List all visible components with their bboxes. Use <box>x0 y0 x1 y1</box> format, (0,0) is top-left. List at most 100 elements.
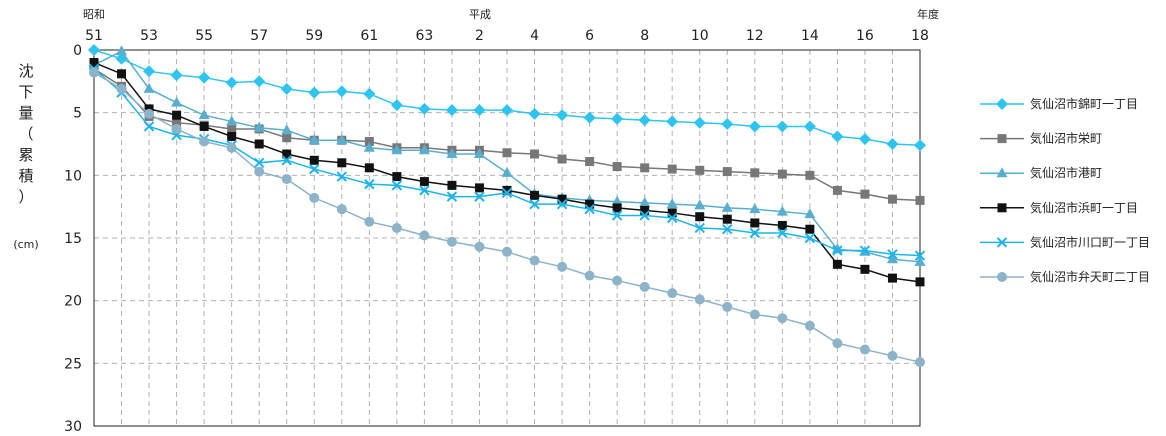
data-point <box>391 144 403 155</box>
data-point <box>419 230 430 241</box>
era-label-nendo: 年度 <box>917 7 939 21</box>
data-point <box>804 208 816 219</box>
cross-stroke <box>914 250 926 261</box>
data-point <box>887 273 897 283</box>
series-layer <box>88 44 926 368</box>
data-point <box>254 139 264 149</box>
data-point <box>198 109 210 120</box>
data-point <box>887 249 898 260</box>
data-point <box>143 65 156 78</box>
data-point <box>144 108 155 119</box>
data-point <box>776 120 789 133</box>
data-point <box>116 45 128 56</box>
data-point <box>336 204 347 215</box>
data-point <box>915 357 925 368</box>
data-point <box>445 104 458 117</box>
cross-stroke <box>666 212 678 224</box>
data-point <box>530 149 540 159</box>
data-point <box>585 157 595 167</box>
data-point <box>171 123 182 134</box>
data-point <box>501 104 513 117</box>
data-point <box>170 69 183 82</box>
data-point <box>308 86 321 99</box>
x-tick-label: 57 <box>250 28 268 44</box>
data-point <box>282 133 292 143</box>
data-point <box>832 245 843 256</box>
cross-stroke <box>777 227 788 239</box>
data-point <box>666 198 678 209</box>
x-tick-label: 8 <box>640 28 649 44</box>
data-point <box>336 171 348 182</box>
cross-stroke <box>253 157 265 169</box>
legend-marker <box>996 98 1008 110</box>
data-point <box>777 227 788 239</box>
data-point <box>391 222 402 233</box>
data-point <box>226 142 237 153</box>
data-point <box>390 99 403 112</box>
data-point <box>777 169 787 179</box>
cross-stroke <box>501 187 513 199</box>
data-point <box>639 210 650 221</box>
series-1 <box>88 44 926 152</box>
legend-item-6: 気仙沼市弁天町二丁目 <box>980 269 1150 284</box>
data-point <box>281 174 292 185</box>
data-point <box>667 164 677 174</box>
data-point <box>474 241 485 252</box>
data-point <box>749 227 761 239</box>
legend-label: 気仙沼市川口町一丁目 <box>1030 234 1150 249</box>
data-point <box>750 168 760 178</box>
plot-frame <box>93 49 921 427</box>
legend: 気仙沼市錦町一丁目気仙沼市栄町気仙沼市港町気仙沼市浜町一丁目気仙沼市川口町一丁目… <box>980 96 1150 284</box>
y-tick-label: 30 <box>64 419 82 435</box>
data-point <box>611 195 623 206</box>
cross-stroke <box>474 191 485 202</box>
cross-stroke <box>639 210 650 221</box>
y-axis-unit: (cm) <box>13 238 38 251</box>
data-point <box>502 185 512 195</box>
data-point <box>227 124 237 134</box>
legend-item-3: 気仙沼市港町 <box>980 165 1102 180</box>
data-point <box>143 121 155 132</box>
data-point <box>446 191 458 202</box>
data-point <box>915 277 925 287</box>
data-point <box>914 139 926 152</box>
x-tick-label: 12 <box>746 28 764 44</box>
data-point <box>172 110 182 120</box>
cross-stroke <box>281 155 292 166</box>
data-point <box>226 115 238 126</box>
data-point <box>886 253 898 264</box>
data-point <box>529 255 540 266</box>
data-point <box>694 199 706 210</box>
legend-item-5: 気仙沼市川口町一丁目 <box>980 234 1150 249</box>
data-point <box>749 309 760 320</box>
data-point <box>446 148 458 159</box>
data-point <box>309 163 320 175</box>
data-point <box>721 201 733 212</box>
data-point <box>198 71 211 84</box>
legend-label: 気仙沼市錦町一丁目 <box>1030 96 1138 111</box>
data-point <box>721 117 734 130</box>
data-point <box>363 141 375 152</box>
data-point <box>585 199 595 209</box>
data-point <box>640 205 650 215</box>
data-point <box>335 85 348 98</box>
cross-stroke <box>749 227 761 239</box>
x-tick-label: 16 <box>856 28 874 44</box>
data-point <box>364 216 375 227</box>
data-point <box>529 198 540 210</box>
data-point <box>695 165 705 175</box>
data-point <box>722 167 732 177</box>
x-tick-label: 63 <box>415 28 433 44</box>
data-point <box>584 270 595 281</box>
data-point <box>803 120 816 133</box>
data-point <box>419 177 429 187</box>
cross-stroke <box>336 171 348 182</box>
x-tick-labels: 51 53 55 57 59 61 63 2 4 6 8 10 12 14 16 18 <box>85 28 929 44</box>
data-point <box>804 320 815 331</box>
cross-stroke <box>611 210 623 221</box>
data-point <box>639 281 650 292</box>
data-point <box>308 134 320 145</box>
data-point <box>199 121 209 131</box>
data-point <box>584 203 595 215</box>
data-point <box>502 246 512 257</box>
